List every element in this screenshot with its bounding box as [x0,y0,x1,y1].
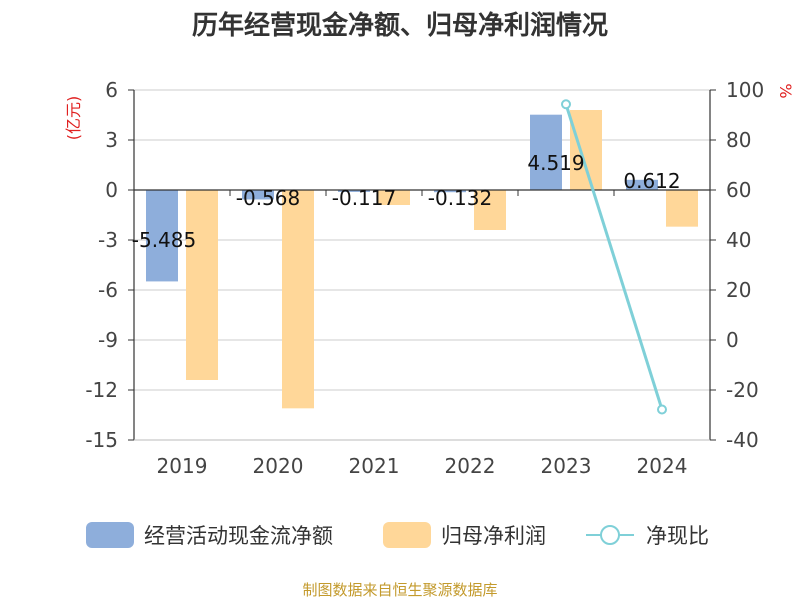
label-layer: -5.485 -0.568 -0.117 -0.132 4.519 0.612 [132,151,681,252]
ratio-point [657,404,667,415]
bar [626,179,658,190]
y-right-tick-label: -40 [726,428,759,452]
legend: 经营活动现金流净额 归母净利润 净现比 [86,522,709,548]
x-tick-label: 2021 [349,454,400,478]
x-tick-label: 2020 [253,454,304,478]
y-right-tick-label: 40 [726,228,751,252]
legend-label: 归母净利润 [441,524,546,548]
bar [282,190,314,409]
x-tick-label: 2022 [445,454,496,478]
bar [474,190,506,230]
y-left-tick-label: 3 [105,128,118,152]
y-right-tick-label: 100 [726,78,764,102]
right-axis-unit: % [776,83,795,98]
y-left-tick-label: -9 [98,328,118,352]
bar [434,190,466,193]
ratio-point [561,99,571,110]
x-tick-label: 2019 [157,454,208,478]
chart-title: 历年经营现金净额、归母净利润情况 [192,10,608,41]
legend-swatch [383,522,431,548]
legend-label: 经营活动现金流净额 [144,524,333,548]
y-left-tick-label: -3 [98,228,118,252]
bar [530,114,562,190]
x-tick-label: 2023 [541,454,592,478]
y-left-tick-label: -12 [85,378,118,402]
bar-data-label: -0.132 [428,186,492,210]
source-note: 制图数据来自恒生聚源数据库 [302,581,497,599]
y-right-tick-label: 20 [726,278,751,302]
bar-data-label: 0.612 [623,169,680,193]
bar-data-label: -0.117 [332,186,396,210]
y-left-tick-label: 0 [105,178,118,202]
legend-marker [600,525,620,545]
y-right-tick-label: 80 [726,128,751,152]
y-left-tick-label: 6 [105,78,118,102]
bar-layer [146,110,698,409]
bar [242,190,274,200]
ratio-line [564,103,664,410]
bar [186,190,218,380]
y-right-tick-label: 60 [726,178,751,202]
axis-layer: 6 3 0 -3 -6 -9 -12 -15 100 80 60 40 20 0 -20 -40 2019 202… [85,78,764,478]
bar [570,110,602,190]
y-left-tick-label: -6 [98,278,118,302]
bar-data-label: 4.519 [527,151,584,175]
legend-swatch [86,522,134,548]
bar [338,190,370,192]
line-layer [561,99,667,415]
y-left-tick-label: -15 [85,428,118,452]
bar [146,190,178,282]
bar [666,190,698,227]
y-right-tick-label: 0 [726,328,739,352]
y-right-tick-label: -20 [726,378,759,402]
bar [378,190,410,205]
grid-layer [134,89,710,441]
bar-data-label: -0.568 [236,186,300,210]
legend-label: 净现比 [646,524,709,548]
left-axis-unit: (亿元) [64,96,83,141]
x-tick-label: 2024 [637,454,688,478]
bar-data-label: -5.485 [132,228,196,252]
